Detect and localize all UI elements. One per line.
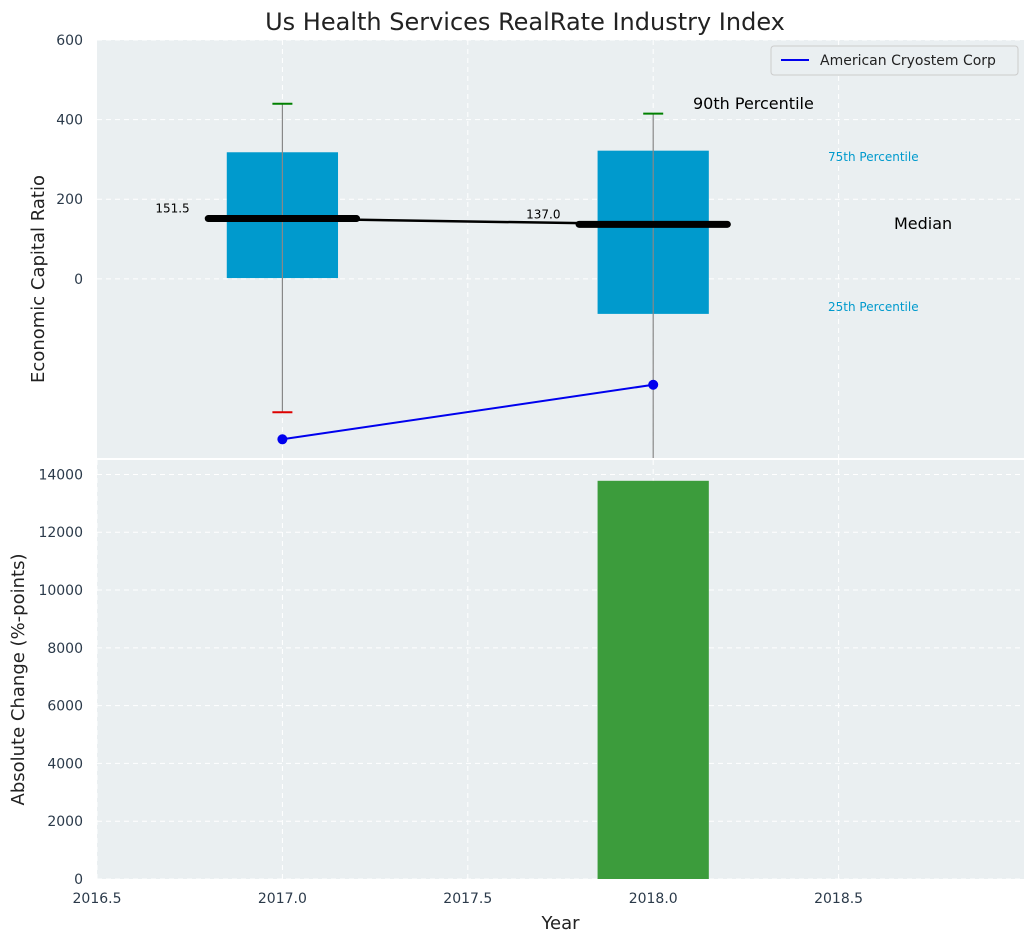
bottom-y-tick-label: 2000 xyxy=(47,814,83,830)
top-y-tick-label: 400 xyxy=(56,113,83,129)
bottom-y-tick-label: 0 xyxy=(74,872,83,888)
bottom-y-axis-label: Absolute Change (%-points) xyxy=(8,554,29,806)
top-y-tick-label: 0 xyxy=(74,272,83,288)
top-y-tick-label: 200 xyxy=(56,192,83,208)
annotation-90th-percentile: 90th Percentile xyxy=(693,94,814,113)
series-line-0 xyxy=(282,383,654,441)
annotation-median: Median xyxy=(894,214,952,233)
series-point-0-1 xyxy=(648,379,659,390)
top-y-ticks: 0 200 400 600 xyxy=(56,33,83,288)
bottom-y-tick-label: 14000 xyxy=(38,467,83,483)
annotation-25th-percentile: 25th Percentile xyxy=(828,300,919,314)
x-tick-label: 2016.5 xyxy=(73,891,122,907)
bottom-y-tick-label: 12000 xyxy=(38,525,83,541)
series-point-0-0 xyxy=(277,434,288,445)
legend: American Cryostem Corp xyxy=(770,45,1019,76)
x-tick-label: 2017.5 xyxy=(443,891,492,907)
bar-0 xyxy=(597,480,709,879)
bottom-y-tick-label: 6000 xyxy=(47,699,83,715)
bottom-plot-area xyxy=(97,460,1024,879)
x-tick-label: 2018.5 xyxy=(814,891,863,907)
x-tick-label: 2017.0 xyxy=(258,891,307,907)
chart-title: Us Health Services RealRate Industry Ind… xyxy=(265,8,785,36)
bar-marks xyxy=(597,480,709,879)
bottom-y-tick-label: 10000 xyxy=(38,583,83,599)
x-tick-label: 2018.0 xyxy=(629,891,678,907)
top-y-tick-label: 600 xyxy=(56,33,83,49)
x-axis-label: Year xyxy=(540,913,580,934)
bottom-y-ticks: 0 2000 4000 6000 8000 10000 12000 14000 xyxy=(38,467,83,888)
legend-label: American Cryostem Corp xyxy=(820,53,996,69)
annotation-75th-percentile: 75th Percentile xyxy=(828,150,919,164)
bottom-y-tick-label: 8000 xyxy=(47,641,83,657)
bottom-y-tick-label: 4000 xyxy=(47,756,83,772)
percentile-annotations: 90th Percentile 75th Percentile Median 25th… xyxy=(693,94,952,314)
top-y-axis-label: Economic Capital Ratio xyxy=(28,175,49,383)
median-value-label-0: 151.5 xyxy=(155,202,189,216)
bottom-x-ticks: 2016.5 2017.0 2017.5 2018.0 2018.5 xyxy=(73,891,864,907)
median-value-label-1: 137.0 xyxy=(526,207,560,221)
box-plot-marks: 151.5 137.0 xyxy=(155,102,731,458)
legend-box xyxy=(770,45,1019,76)
